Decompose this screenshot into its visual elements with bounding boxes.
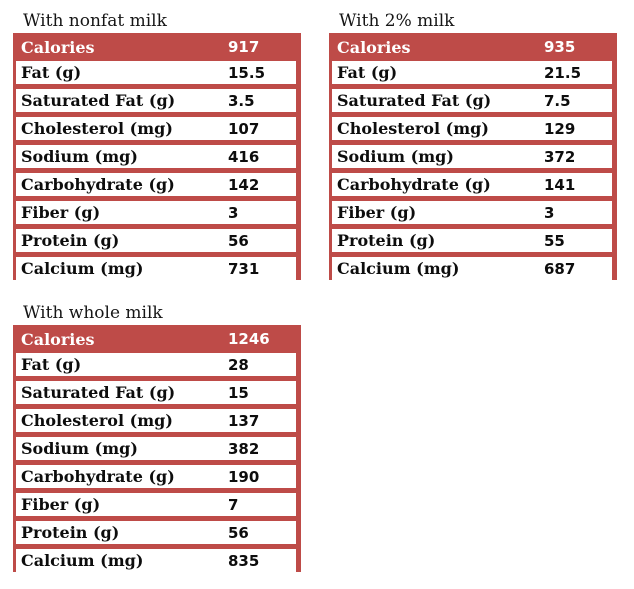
row-label: Fiber (g) (21, 495, 101, 514)
row-label: Fat (g) (21, 63, 82, 82)
row-label: Saturated Fat (g) (337, 91, 492, 110)
row-value: 56 (228, 523, 249, 542)
row-value: 55 (544, 231, 565, 250)
row-value: 3 (544, 203, 555, 222)
table-row: Saturated Fat (g) 15 (16, 381, 296, 404)
row-label: Cholesterol (mg) (337, 119, 489, 138)
row-label: Cholesterol (mg) (21, 411, 173, 430)
row-value: 7.5 (544, 91, 571, 110)
row-value: 416 (228, 147, 260, 166)
table-header-row: Calories 1246 (13, 325, 301, 353)
row-value: 107 (228, 119, 260, 138)
row-label: Fiber (g) (21, 203, 101, 222)
row-label: Fiber (g) (337, 203, 417, 222)
table-row: Carbohydrate (g) 142 (16, 173, 296, 196)
row-label: Fat (g) (21, 355, 82, 374)
row-label: Protein (g) (21, 231, 120, 250)
header-label: Calories (337, 37, 411, 57)
row-value: 137 (228, 411, 260, 430)
row-value: 3 (228, 203, 239, 222)
table-row: Calcium (mg) 687 (332, 257, 612, 280)
table-row: Protein (g) 56 (16, 229, 296, 252)
row-value: 129 (544, 119, 576, 138)
table-row: Sodium (mg) 382 (16, 437, 296, 460)
table-row: Fat (g) 21.5 (332, 61, 612, 84)
row-label: Protein (g) (21, 523, 120, 542)
table-row: Calcium (mg) 835 (16, 549, 296, 572)
row-label: Carbohydrate (g) (337, 175, 491, 194)
row-label: Sodium (mg) (21, 439, 138, 458)
row-value: 141 (544, 175, 576, 194)
row-value: 15 (228, 383, 249, 402)
row-value: 21.5 (544, 63, 582, 82)
table-row: Protein (g) 56 (16, 521, 296, 544)
table-row: Sodium (mg) 372 (332, 145, 612, 168)
table-row: Protein (g) 55 (332, 229, 612, 252)
table-row: Sodium (mg) 416 (16, 145, 296, 168)
row-value: 15.5 (228, 63, 266, 82)
nutrition-table-2pct: Calories 935 Fat (g) 21.5 Saturated Fat … (329, 33, 617, 280)
nutrition-section-2pct-milk: With 2% milk Calories 935 Fat (g) 21.5 S… (329, 8, 617, 285)
table-header-row: Calories 917 (13, 33, 301, 61)
row-value: 372 (544, 147, 576, 166)
row-label: Fat (g) (337, 63, 398, 82)
row-label: Sodium (mg) (21, 147, 138, 166)
nutrition-table-nonfat: Calories 917 Fat (g) 15.5 Saturated Fat … (13, 33, 301, 280)
table-row: Fiber (g) 3 (332, 201, 612, 224)
row-value: 687 (544, 259, 576, 278)
table-header-row: Calories 935 (329, 33, 617, 61)
nutrition-section-nonfat-milk: With nonfat milk Calories 917 Fat (g) 15… (13, 8, 301, 285)
nutrition-table-whole: Calories 1246 Fat (g) 28 Saturated Fat (… (13, 325, 301, 572)
header-label: Calories (21, 329, 95, 349)
table-row: Carbohydrate (g) 141 (332, 173, 612, 196)
table-title: With whole milk (23, 302, 163, 323)
row-label: Saturated Fat (g) (21, 383, 176, 402)
table-title: With nonfat milk (23, 10, 167, 31)
table-row: Fiber (g) 7 (16, 493, 296, 516)
table-row: Cholesterol (mg) 137 (16, 409, 296, 432)
table-row: Cholesterol (mg) 129 (332, 117, 612, 140)
table-row: Fiber (g) 3 (16, 201, 296, 224)
header-value: 935 (544, 38, 576, 56)
row-label: Saturated Fat (g) (21, 91, 176, 110)
header-value: 917 (228, 38, 260, 56)
row-label: Carbohydrate (g) (21, 467, 175, 486)
table-row: Saturated Fat (g) 3.5 (16, 89, 296, 112)
row-label: Carbohydrate (g) (21, 175, 175, 194)
table-row: Saturated Fat (g) 7.5 (332, 89, 612, 112)
row-value: 142 (228, 175, 260, 194)
row-label: Protein (g) (337, 231, 436, 250)
header-value: 1246 (228, 330, 270, 348)
row-value: 731 (228, 259, 260, 278)
row-value: 190 (228, 467, 260, 486)
table-title: With 2% milk (339, 10, 455, 31)
row-value: 3.5 (228, 91, 255, 110)
row-label: Calcium (mg) (21, 259, 144, 278)
row-value: 56 (228, 231, 249, 250)
table-row: Fat (g) 28 (16, 353, 296, 376)
table-row: Calcium (mg) 731 (16, 257, 296, 280)
row-label: Sodium (mg) (337, 147, 454, 166)
table-row: Fat (g) 15.5 (16, 61, 296, 84)
row-label: Cholesterol (mg) (21, 119, 173, 138)
table-row: Cholesterol (mg) 107 (16, 117, 296, 140)
row-value: 835 (228, 551, 260, 570)
nutrition-section-whole-milk: With whole milk Calories 1246 Fat (g) 28… (13, 300, 301, 577)
row-label: Calcium (mg) (21, 551, 144, 570)
row-value: 7 (228, 495, 239, 514)
row-label: Calcium (mg) (337, 259, 460, 278)
row-value: 28 (228, 355, 249, 374)
header-label: Calories (21, 37, 95, 57)
row-value: 382 (228, 439, 260, 458)
table-row: Carbohydrate (g) 190 (16, 465, 296, 488)
